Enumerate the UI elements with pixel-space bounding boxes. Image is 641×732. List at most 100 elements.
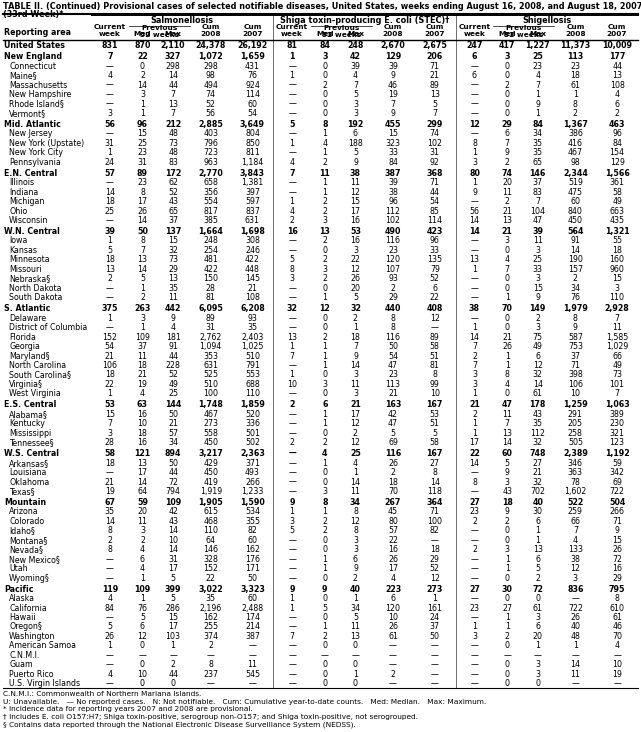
Text: 38: 38 [350,169,361,178]
Text: 631: 631 [203,361,218,370]
Text: 39: 39 [351,61,360,71]
Text: 15: 15 [612,274,622,283]
Text: 0: 0 [353,660,358,669]
Text: 1: 1 [107,389,112,398]
Text: 5: 5 [171,574,176,583]
Text: 1: 1 [432,594,437,603]
Text: Cum
2008: Cum 2008 [201,24,221,37]
Text: 15: 15 [533,284,543,293]
Text: 7: 7 [472,342,477,351]
Text: 12: 12 [429,314,440,323]
Text: 50: 50 [168,410,178,419]
Text: 440: 440 [385,305,401,313]
Text: —: — [431,660,438,669]
Text: 9: 9 [573,323,578,332]
Text: 3: 3 [353,100,358,108]
Text: 52: 52 [168,370,178,379]
Text: Virginia§: Virginia§ [9,380,43,389]
Text: 5: 5 [171,594,176,603]
Text: 475: 475 [568,187,583,197]
Text: 43: 43 [168,517,178,526]
Text: Alabama§: Alabama§ [9,410,48,419]
Text: —: — [470,81,478,89]
Text: 82: 82 [247,526,258,535]
Text: Previous
52 weeks: Previous 52 weeks [322,25,361,38]
Text: 2: 2 [390,670,395,679]
Text: 870: 870 [135,41,151,51]
Text: 2: 2 [290,438,295,447]
Text: 505: 505 [568,438,583,447]
Text: 102: 102 [385,216,401,225]
Text: South Carolina§: South Carolina§ [9,370,71,379]
Text: 47: 47 [533,216,543,225]
Text: 1: 1 [322,564,328,573]
Text: 60: 60 [247,100,258,108]
Text: 1: 1 [290,197,295,206]
Text: 490: 490 [385,227,401,236]
Text: 11: 11 [138,517,147,526]
Text: 27: 27 [502,604,512,613]
Text: 1: 1 [504,361,510,370]
Text: 92: 92 [430,158,440,167]
Text: 53: 53 [429,410,440,419]
Text: 84: 84 [532,120,544,129]
Text: 7: 7 [504,265,510,274]
Text: 2: 2 [472,545,477,554]
Text: 14: 14 [104,517,115,526]
Text: 3: 3 [535,323,540,332]
Text: 7: 7 [535,197,540,206]
Text: Louisiana: Louisiana [9,468,46,477]
Text: 1: 1 [504,564,510,573]
Text: 0: 0 [504,641,510,651]
Text: 42: 42 [350,52,361,61]
Text: 5: 5 [107,622,112,632]
Text: 91: 91 [570,236,580,245]
Text: 374: 374 [203,632,218,641]
Text: 22: 22 [351,255,360,264]
Text: New Hampshire: New Hampshire [9,90,71,99]
Text: 0: 0 [322,536,328,545]
Text: —: — [106,100,113,108]
Text: 23: 23 [138,149,147,157]
Text: Kentucky: Kentucky [9,419,45,428]
Text: 25: 25 [104,206,115,216]
Text: 46: 46 [388,81,398,89]
Text: 0: 0 [504,274,510,283]
Text: Med: Med [316,31,334,37]
Text: 2: 2 [535,574,540,583]
Text: 1: 1 [322,342,328,351]
Text: 2: 2 [322,206,328,216]
Text: 26: 26 [388,622,398,632]
Text: 4: 4 [353,71,358,80]
Text: 18: 18 [502,498,513,507]
Text: 34: 34 [350,498,361,507]
Text: 27: 27 [429,459,440,468]
Text: E.S. Central: E.S. Central [4,400,56,409]
Text: 0: 0 [140,61,145,71]
Text: 0: 0 [504,100,510,108]
Text: 5: 5 [322,604,328,613]
Text: 74: 74 [429,130,440,138]
Text: 1: 1 [504,351,510,361]
Text: 3: 3 [504,545,510,554]
Text: 35: 35 [247,323,258,332]
Text: 11: 11 [502,187,512,197]
Text: 26: 26 [351,274,360,283]
Text: North Dakota: North Dakota [9,284,62,293]
Text: 70: 70 [502,305,513,313]
Text: 336: 336 [245,419,260,428]
Text: 467: 467 [203,410,218,419]
Text: 3,022: 3,022 [198,585,223,594]
Text: Arkansas§: Arkansas§ [9,459,49,468]
Text: 1,698: 1,698 [240,227,265,236]
Text: Maryland§: Maryland§ [9,351,49,361]
Text: 120: 120 [385,604,401,613]
Text: 17: 17 [351,410,360,419]
Text: 56: 56 [206,109,216,118]
Text: 11: 11 [351,622,360,632]
Text: 49: 49 [612,361,622,370]
Text: —: — [288,149,296,157]
Text: 118: 118 [428,487,442,496]
Text: 24: 24 [104,158,115,167]
Text: 39: 39 [532,227,544,236]
